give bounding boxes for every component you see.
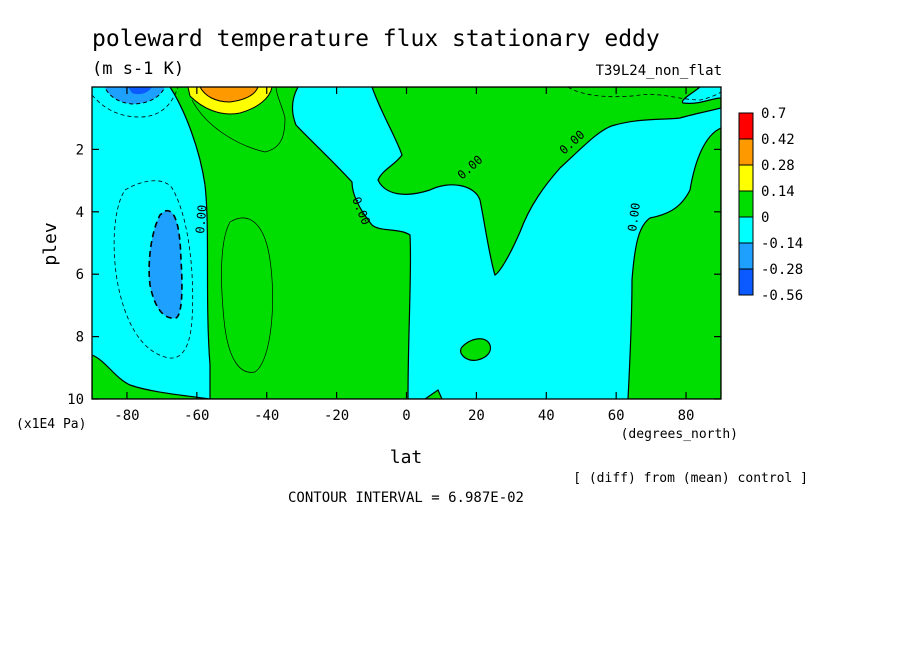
colorbar-label: 0.7 [761, 106, 786, 122]
y-axis-units: (x1E4 Pa) [16, 417, 86, 432]
y-axis-label: plev [40, 222, 61, 265]
y-tick-label: 4 [76, 205, 84, 221]
y-tick-label: 2 [76, 142, 84, 158]
region-weak-positive-north [371, 87, 721, 276]
region-strong-positive-top [199, 87, 259, 103]
colorbar-swatch [738, 164, 754, 192]
y-tick-label: 10 [67, 392, 84, 408]
x-tick-label: 20 [468, 408, 485, 424]
region-weak-positive-blob [459, 338, 492, 361]
colorbar-swatch [738, 242, 754, 270]
y-axis: 2 4 6 8 10 [67, 142, 721, 408]
x-tick-label: 80 [678, 408, 695, 424]
x-axis-units: (degrees_north) [621, 427, 738, 442]
y-tick-label: 8 [76, 330, 84, 346]
contour-negative-topright [567, 87, 721, 101]
colorbar-swatch [738, 216, 754, 244]
colorbar-label: -0.14 [761, 236, 803, 252]
colorbar-label: -0.28 [761, 262, 803, 278]
contour-negative-topleft [92, 87, 179, 118]
chart-units: (m s-1 K) [92, 59, 184, 79]
colorbar-swatch [738, 138, 754, 166]
region-weak-positive-pole [627, 127, 721, 399]
colorbar-swatch [738, 112, 754, 140]
footer-note: [ (diff) from (mean) control ] [573, 471, 808, 486]
region-strong-negative-top [128, 87, 152, 95]
contour-negative-outer [113, 180, 194, 359]
colorbar-label: 0 [761, 210, 769, 226]
region-weak-positive-main [169, 87, 443, 399]
contour-label: 0.00 [625, 202, 643, 233]
region-mid-negative-south [148, 210, 183, 319]
chart-title: poleward temperature flux stationary edd… [92, 26, 660, 52]
x-tick-label: -80 [114, 408, 139, 424]
colorbar-label: 0.42 [761, 132, 795, 148]
region-mid-negative-top [104, 87, 166, 105]
x-tick-label: -60 [184, 408, 209, 424]
contour-label: 0.00 [193, 204, 209, 234]
region-weak-positive-southwest [92, 354, 211, 399]
x-tick-label: -20 [324, 408, 349, 424]
contour-interval: CONTOUR INTERVAL = 6.987E-02 [288, 490, 524, 506]
contour-positive-mid [221, 217, 273, 373]
colorbar-swatch [738, 268, 754, 296]
colorbar-label: 0.28 [761, 158, 795, 174]
colorbar-swatch [738, 190, 754, 218]
y-tick-label: 6 [76, 267, 84, 283]
x-tick-label: 60 [608, 408, 625, 424]
colorbar: 0.7 0.42 0.28 0.14 0 -0.14 -0.28 -0.56 [738, 106, 803, 304]
colorbar-label: -0.56 [761, 288, 803, 304]
run-label: T39L24_non_flat [596, 63, 722, 79]
x-tick-label: 0 [402, 408, 410, 424]
x-axis-label: lat [390, 447, 423, 468]
plot-area [92, 87, 721, 399]
colorbar-label: 0.14 [761, 184, 795, 200]
contour-positive-top [191, 87, 286, 153]
x-tick-label: -40 [254, 408, 279, 424]
x-tick-label: 40 [538, 408, 555, 424]
x-axis: -80 -60 -40 -20 0 20 40 60 80 [114, 87, 694, 424]
